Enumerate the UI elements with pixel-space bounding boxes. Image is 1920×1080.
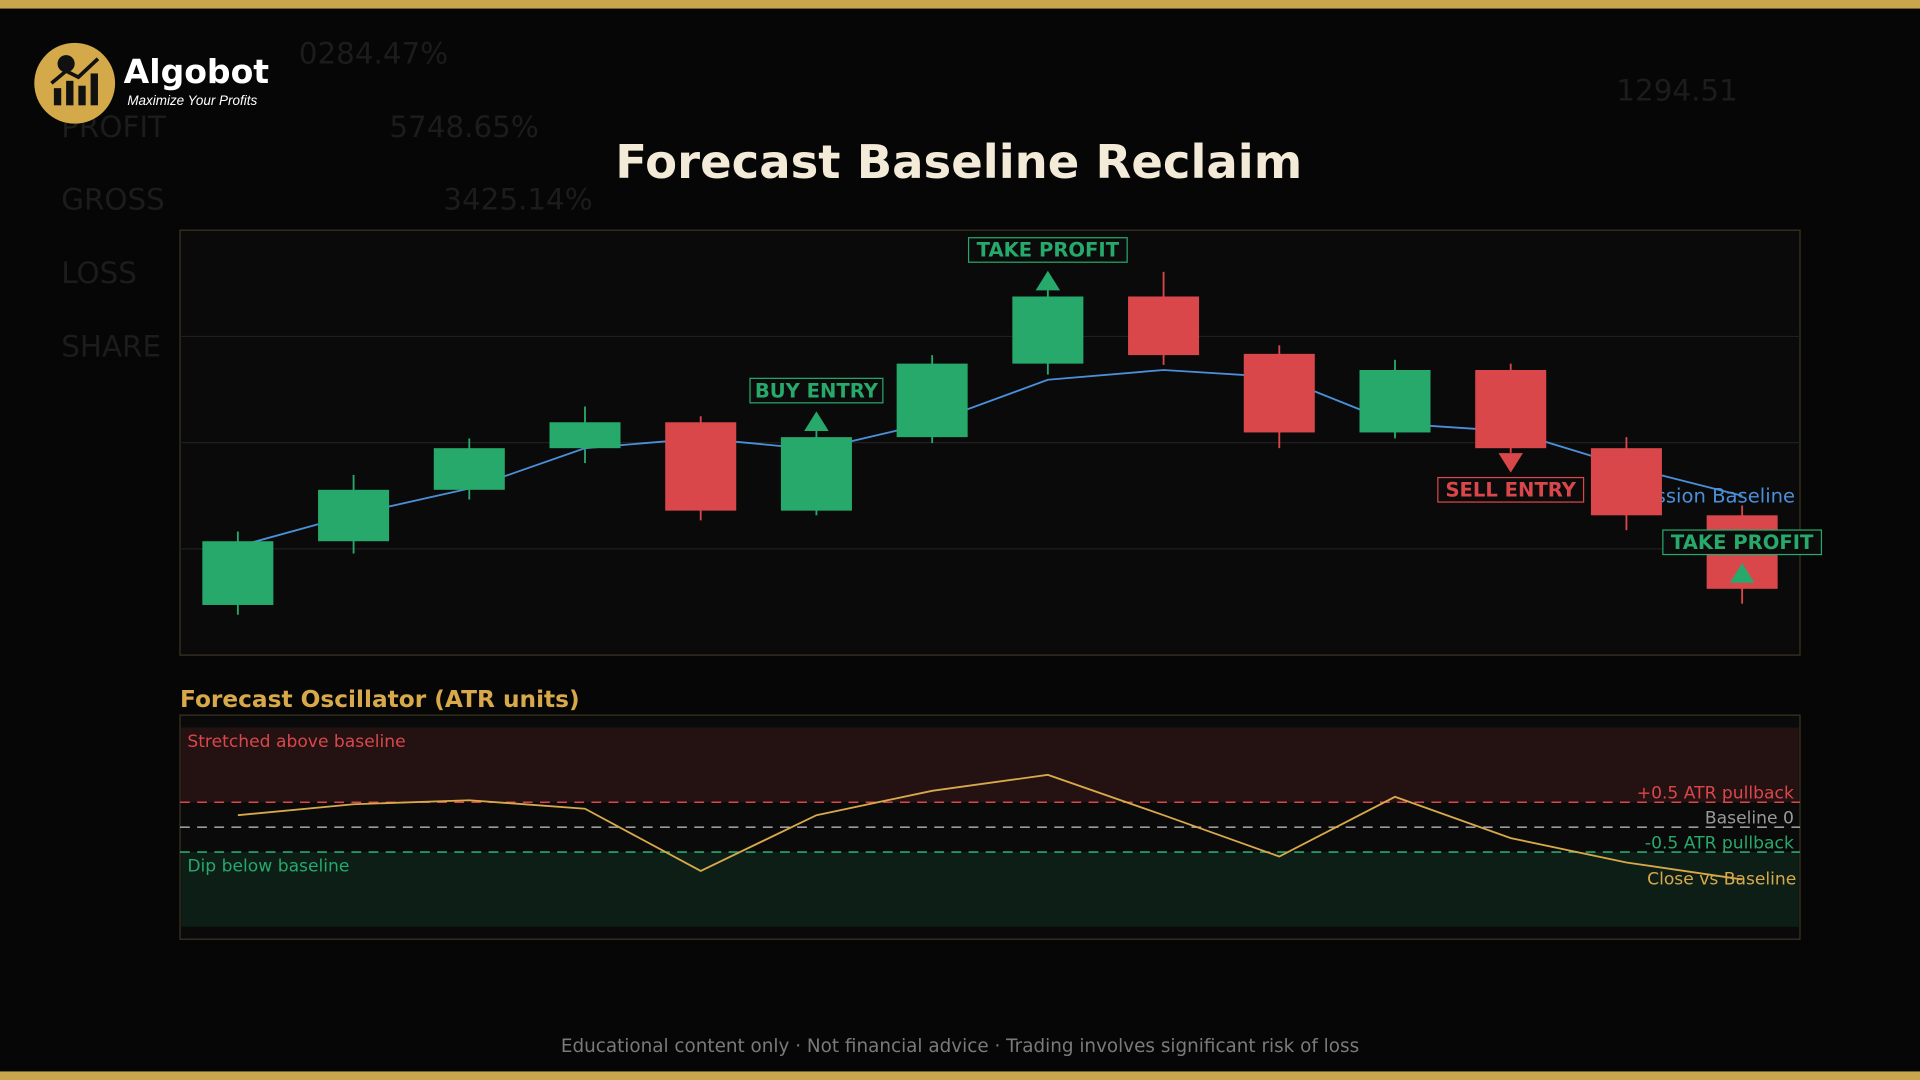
zone	[181, 727, 1799, 803]
top-bar	[0, 0, 1920, 9]
marker-arrow	[1498, 453, 1523, 473]
candle-body	[1128, 296, 1200, 356]
marker-arrow	[804, 411, 829, 432]
level-label: +0.5 ATR pullback	[1637, 784, 1794, 804]
background-text: GROSS	[61, 182, 165, 216]
background-text: 5748.65%	[389, 110, 538, 144]
logo-icon	[78, 85, 86, 106]
logo-icon	[66, 80, 74, 106]
chart-title: Forecast Baseline Reclaim	[615, 135, 1302, 189]
candle-body	[1012, 296, 1084, 364]
background-text: SHARE	[61, 329, 161, 363]
panel-title: Forecast Oscillator (ATR units)	[180, 686, 580, 713]
level-label: Baseline 0	[1705, 809, 1794, 829]
brand-tagline: Maximize Your Profits	[127, 93, 257, 108]
candle-body	[318, 489, 390, 542]
background-text: 3425.14%	[443, 182, 592, 216]
brand-name: Algobot	[124, 52, 270, 91]
marker-box	[967, 237, 1128, 263]
marker-label: BUY ENTRY	[755, 379, 879, 402]
logo: Algobot Maximize Your Profits	[34, 42, 270, 124]
candle-body	[1590, 448, 1662, 516]
marker-box	[1437, 476, 1585, 503]
candle-body	[1359, 369, 1431, 433]
marker-label: SELL ENTRY	[1445, 479, 1576, 502]
logo-icon	[53, 88, 62, 106]
zone-label: Stretched above baseline	[187, 732, 405, 752]
oscillator-line	[237, 773, 1743, 881]
marker-box	[749, 377, 884, 404]
zone	[181, 852, 1799, 927]
candle-body	[665, 422, 737, 511]
marker-box	[1662, 529, 1823, 556]
candle-body	[549, 422, 621, 449]
background-text: LOSS	[61, 256, 137, 290]
footer: Educational content only · Not financial…	[561, 1036, 1359, 1057]
candle-body	[1243, 353, 1315, 433]
logo-icon	[90, 73, 98, 106]
logo-badge	[34, 42, 116, 124]
candle-body	[780, 437, 852, 511]
logo-icon	[50, 57, 100, 85]
logo-icon	[57, 55, 75, 73]
marker-arrow	[1729, 563, 1755, 583]
level-label: -0.5 ATR pullback	[1645, 833, 1794, 853]
candle-body	[1475, 369, 1547, 449]
candle-body	[896, 363, 968, 438]
background-text: 1294.51	[1616, 73, 1737, 107]
marker-arrow	[1035, 270, 1061, 291]
background-text: 0284.47%	[299, 37, 448, 71]
candle-body	[433, 448, 505, 490]
bottom-bar	[0, 1071, 1920, 1080]
marker-label: TAKE PROFIT	[977, 239, 1120, 262]
series-label: Close vs Baseline	[1647, 869, 1796, 889]
candle-body	[202, 541, 274, 605]
zone-label: Dip below baseline	[187, 857, 349, 877]
marker-label: TAKE PROFIT	[1671, 531, 1814, 554]
